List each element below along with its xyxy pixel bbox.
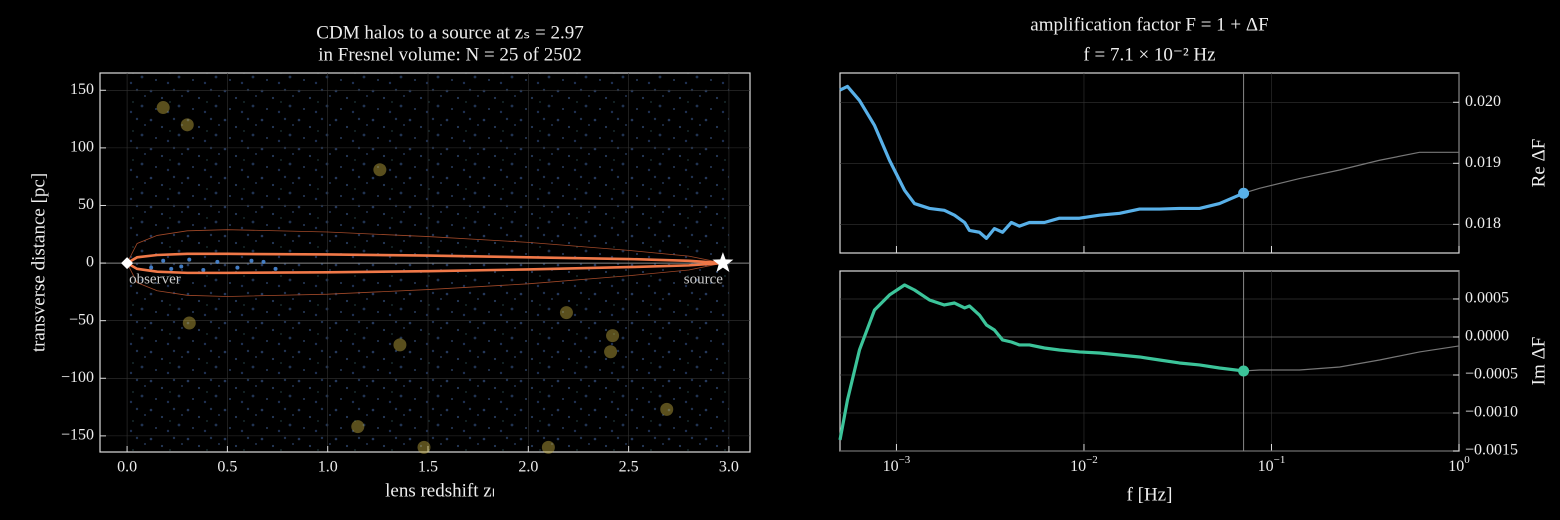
halo <box>201 267 206 272</box>
y-tick-label: 0.0000 <box>1465 328 1509 345</box>
chart-subtitle: in Fresnel volume: N = 25 of 2502 <box>318 44 582 65</box>
source-label: source <box>684 272 723 288</box>
halo <box>351 420 365 434</box>
x-tick-exponent: −1 <box>1274 454 1286 466</box>
observer-label: observer <box>129 272 181 288</box>
x-tick-base: 10 <box>883 458 899 475</box>
halo <box>180 118 194 132</box>
y-axis-label: Re ΔF <box>1528 139 1549 188</box>
x-tick-base: 10 <box>1448 458 1464 475</box>
frequency-marker <box>1238 365 1250 377</box>
line <box>838 283 1244 441</box>
x-tick-label: 3.0 <box>719 459 739 476</box>
x-tick-exponent: 0 <box>1464 454 1470 466</box>
y-tick-label: −100 <box>61 369 94 386</box>
y-tick-label: −0.0005 <box>1465 366 1518 383</box>
y-tick-label: 50 <box>78 196 94 213</box>
halo <box>249 258 254 263</box>
x-axis-label: lens redshift zₗ <box>385 480 495 501</box>
y-tick-label: 150 <box>70 81 94 98</box>
chart-subtitle: f = 7.1 × 10⁻² Hz <box>1083 44 1215 65</box>
x-tick-exponent: −2 <box>1086 454 1098 466</box>
y-axis-label: transverse distance [pc] <box>28 173 49 352</box>
chart-title: CDM halos to a source at zₛ = 2.97 <box>316 22 583 43</box>
y-tick-label: −0.0015 <box>1465 442 1518 459</box>
x-tick-base: 10 <box>1070 458 1086 475</box>
observer-marker <box>121 257 134 270</box>
y-tick-label: −50 <box>69 311 94 328</box>
x-tick-label: 2.5 <box>619 459 639 476</box>
fresnel-envelope <box>126 261 724 275</box>
halo <box>559 306 573 320</box>
line-continuation <box>1243 151 1459 194</box>
halo <box>417 440 431 454</box>
halo <box>179 264 184 269</box>
y-tick-label: 0.019 <box>1465 154 1501 171</box>
halo <box>660 402 674 416</box>
y-tick-label: 100 <box>70 139 94 156</box>
halo <box>187 257 192 262</box>
frequency-marker <box>1238 187 1250 199</box>
x-tick-label: 10−1 <box>1258 454 1286 475</box>
x-tick-label: 0.0 <box>117 459 137 476</box>
x-tick-label: 1.0 <box>318 459 338 476</box>
halo <box>235 265 240 270</box>
fresnel-envelope <box>126 229 723 264</box>
source-marker <box>712 252 734 272</box>
fresnel-envelope <box>126 252 724 265</box>
halo <box>393 338 407 352</box>
halo <box>261 259 266 264</box>
y-tick-label: −0.0010 <box>1465 404 1518 421</box>
line <box>839 84 1245 240</box>
y-tick-label: −150 <box>61 427 94 444</box>
x-tick-label: 10−2 <box>1070 454 1098 475</box>
halo <box>149 265 154 270</box>
halo <box>161 258 166 263</box>
y-tick-label: 0.018 <box>1465 215 1501 232</box>
halo <box>169 266 174 271</box>
x-tick-label: 1.5 <box>418 459 438 476</box>
x-tick-label: 2.0 <box>518 459 538 476</box>
x-tick-label: 100 <box>1448 454 1470 475</box>
fresnel-envelope <box>126 262 723 297</box>
line-continuation <box>1243 345 1460 372</box>
halo <box>604 345 618 359</box>
axes-frame <box>99 72 751 453</box>
halo <box>273 266 278 271</box>
halo <box>373 163 387 177</box>
halo <box>182 316 196 330</box>
halo <box>156 101 170 115</box>
y-axis-label: Im ΔF <box>1528 337 1549 386</box>
x-tick-base: 10 <box>1258 458 1274 475</box>
y-tick-label: 0 <box>86 254 94 271</box>
halo <box>606 329 620 343</box>
halo <box>541 440 555 454</box>
x-tick-exponent: −3 <box>899 454 911 466</box>
y-tick-label: 0.020 <box>1465 93 1501 110</box>
x-tick-label: 10−3 <box>883 454 911 475</box>
halo <box>215 259 220 264</box>
x-axis-label: f [Hz] <box>1127 484 1173 505</box>
y-tick-label: 0.0005 <box>1465 290 1509 307</box>
x-tick-label: 0.5 <box>217 459 237 476</box>
chart-title: amplification factor F = 1 + ΔF <box>1030 14 1268 35</box>
